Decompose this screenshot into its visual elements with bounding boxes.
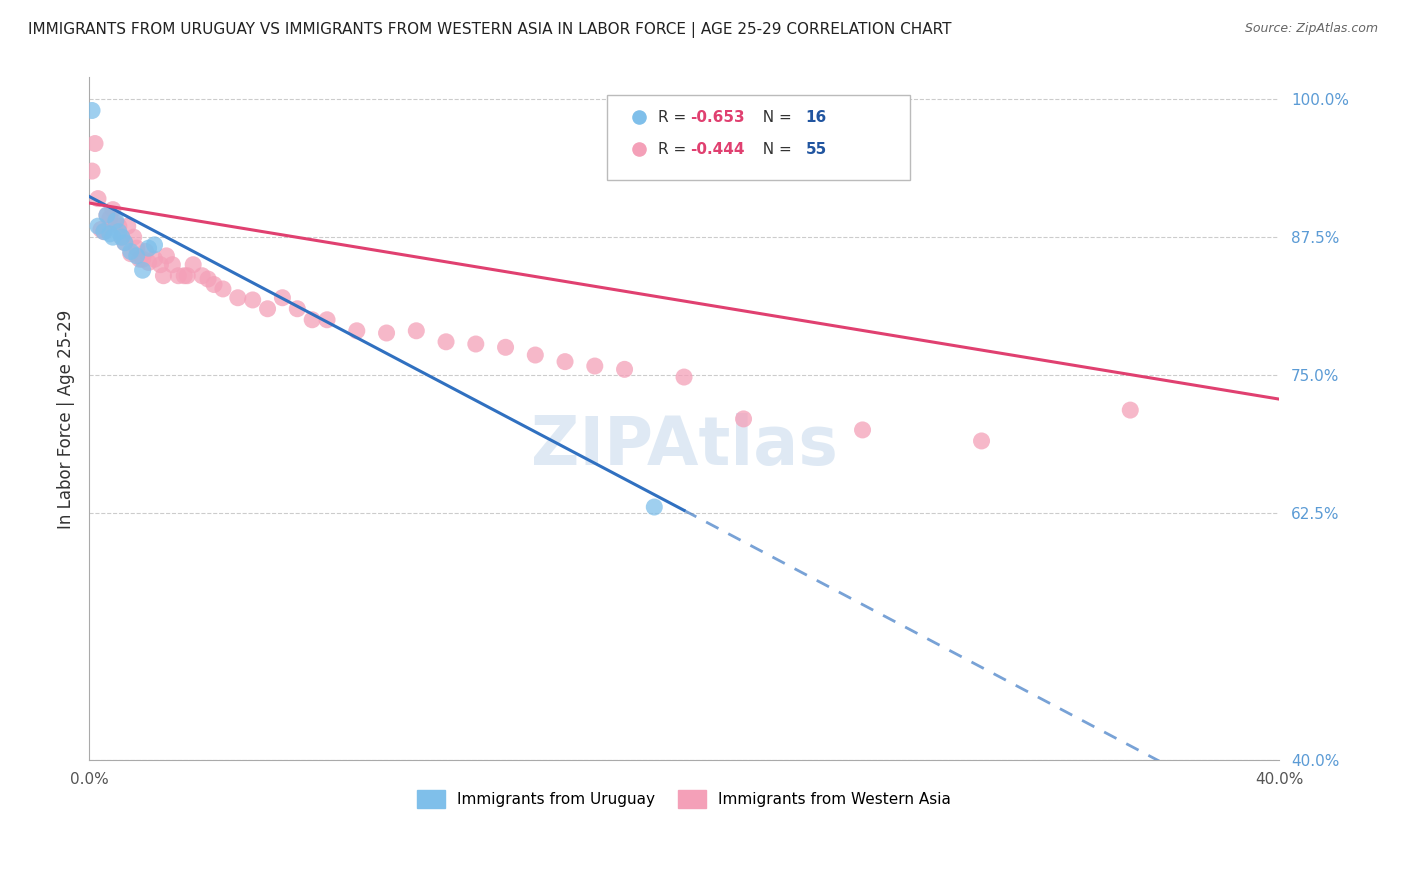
Text: N =: N = bbox=[754, 142, 797, 157]
Text: IMMIGRANTS FROM URUGUAY VS IMMIGRANTS FROM WESTERN ASIA IN LABOR FORCE | AGE 25-: IMMIGRANTS FROM URUGUAY VS IMMIGRANTS FR… bbox=[28, 22, 952, 38]
Point bbox=[87, 219, 110, 234]
Point bbox=[101, 230, 124, 244]
Point bbox=[93, 225, 115, 239]
Point bbox=[131, 252, 153, 267]
Point bbox=[583, 359, 606, 373]
Point bbox=[104, 216, 127, 230]
Point bbox=[301, 312, 323, 326]
Point bbox=[733, 412, 755, 426]
Point bbox=[524, 348, 547, 362]
Point bbox=[155, 249, 177, 263]
Point bbox=[90, 222, 112, 236]
Point bbox=[149, 258, 172, 272]
Point bbox=[316, 312, 339, 326]
Point bbox=[135, 244, 157, 259]
Point bbox=[346, 324, 368, 338]
Point bbox=[271, 291, 294, 305]
Point bbox=[93, 225, 115, 239]
Point bbox=[191, 268, 214, 283]
Point bbox=[285, 301, 308, 316]
Point bbox=[80, 164, 103, 178]
Point bbox=[98, 211, 121, 226]
Point bbox=[111, 230, 134, 244]
Point bbox=[464, 337, 486, 351]
Text: 55: 55 bbox=[806, 142, 827, 157]
Point bbox=[96, 208, 118, 222]
Point bbox=[114, 235, 136, 250]
Point bbox=[152, 268, 174, 283]
Point bbox=[84, 136, 107, 151]
Point bbox=[176, 268, 198, 283]
Point bbox=[104, 213, 127, 227]
Text: -0.444: -0.444 bbox=[690, 142, 745, 157]
Point bbox=[98, 227, 121, 241]
Point bbox=[643, 500, 665, 514]
Text: -0.653: -0.653 bbox=[690, 110, 745, 125]
Point bbox=[125, 249, 148, 263]
Point bbox=[96, 208, 118, 222]
Point bbox=[181, 258, 204, 272]
Point bbox=[80, 103, 103, 118]
Point bbox=[101, 202, 124, 217]
Y-axis label: In Labor Force | Age 25-29: In Labor Force | Age 25-29 bbox=[58, 310, 75, 529]
Point bbox=[173, 268, 195, 283]
Point bbox=[162, 258, 184, 272]
Point bbox=[851, 423, 873, 437]
Point bbox=[128, 252, 150, 267]
Point bbox=[138, 241, 160, 255]
Point bbox=[167, 268, 190, 283]
Point bbox=[131, 263, 153, 277]
Point bbox=[405, 324, 427, 338]
Point bbox=[138, 255, 160, 269]
Text: 16: 16 bbox=[806, 110, 827, 125]
Point bbox=[202, 277, 225, 292]
Text: N =: N = bbox=[754, 110, 797, 125]
Point bbox=[125, 241, 148, 255]
Point bbox=[108, 219, 131, 234]
Point bbox=[111, 230, 134, 244]
Point bbox=[495, 340, 517, 354]
Point bbox=[256, 301, 278, 316]
Point bbox=[242, 293, 264, 307]
Text: R =: R = bbox=[658, 142, 690, 157]
Point bbox=[143, 252, 166, 267]
Point bbox=[120, 244, 142, 259]
Point bbox=[122, 230, 145, 244]
Point bbox=[970, 434, 993, 448]
Point bbox=[87, 192, 110, 206]
Legend: Immigrants from Uruguay, Immigrants from Western Asia: Immigrants from Uruguay, Immigrants from… bbox=[412, 784, 956, 814]
Text: R =: R = bbox=[658, 110, 690, 125]
Point bbox=[1119, 403, 1142, 417]
Point bbox=[108, 225, 131, 239]
Point bbox=[673, 370, 696, 384]
Point bbox=[197, 272, 219, 286]
FancyBboxPatch shape bbox=[607, 95, 910, 180]
Text: ZIPAtlas: ZIPAtlas bbox=[530, 413, 838, 479]
Text: Source: ZipAtlas.com: Source: ZipAtlas.com bbox=[1244, 22, 1378, 36]
Point bbox=[120, 246, 142, 260]
Point bbox=[554, 354, 576, 368]
Point bbox=[226, 291, 249, 305]
Point bbox=[117, 219, 139, 234]
Point bbox=[212, 282, 235, 296]
Point bbox=[114, 235, 136, 250]
Point bbox=[434, 334, 457, 349]
Point bbox=[143, 238, 166, 252]
Point bbox=[613, 362, 636, 376]
Point bbox=[375, 326, 398, 340]
